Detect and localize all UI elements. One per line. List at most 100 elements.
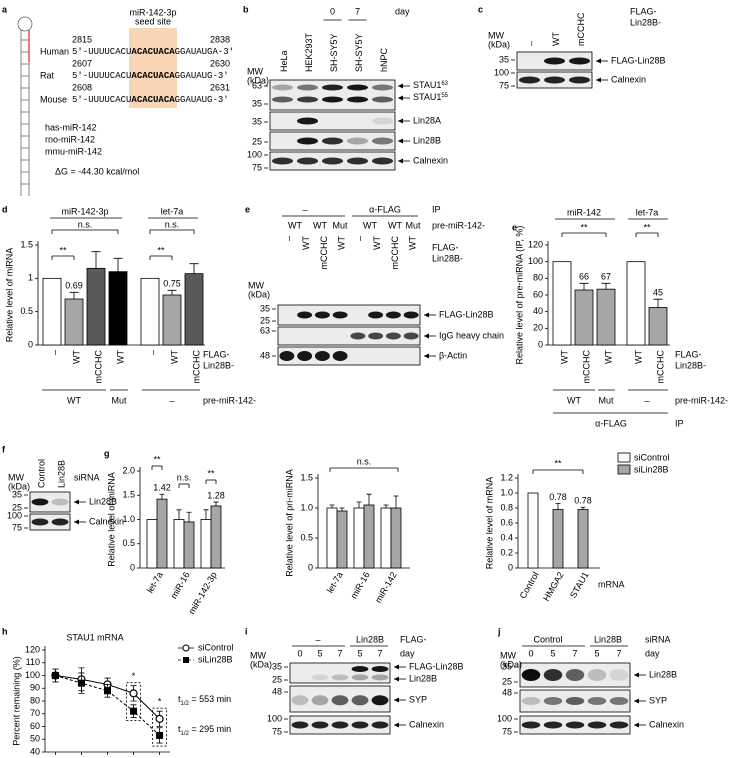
band [350, 332, 366, 340]
mw-label: 75 [499, 80, 509, 90]
band-label: Calnexin [89, 516, 124, 526]
sequence-right: GGAUAUGA-3′ [175, 47, 234, 57]
mw-label: 100 [497, 713, 512, 723]
bar [574, 289, 594, 346]
band [297, 117, 318, 125]
y-tick-label: 0.4 [500, 532, 513, 542]
mw-label: 100 [494, 67, 509, 77]
legend-label: siLin28B [198, 654, 233, 664]
band [371, 721, 389, 729]
mw-label: 35 [272, 661, 282, 671]
annotation: ** [554, 458, 562, 468]
mw-label: 48 [502, 687, 512, 697]
y-tick-label: 60 [30, 721, 40, 731]
band [322, 96, 343, 103]
bar [363, 504, 375, 569]
panel-label: j [497, 626, 501, 636]
band-label: Lin28B [409, 673, 437, 683]
band [347, 137, 368, 145]
band-label: Calnexin [611, 74, 646, 84]
label: day [400, 648, 415, 658]
band [272, 157, 293, 165]
band [272, 84, 293, 91]
bar [353, 507, 365, 569]
value-label: 1.42 [153, 483, 171, 493]
arrow-head [596, 77, 601, 83]
day-label: 5 [594, 648, 599, 658]
x-tick-label: WT [603, 350, 613, 364]
sequence-seed: ACACUACA [131, 47, 175, 57]
bar [156, 498, 168, 569]
arrow-head [596, 58, 601, 64]
label: Human [40, 46, 69, 56]
error-bar [189, 263, 199, 274]
band [331, 674, 349, 681]
half-life-sub: 1/2 [181, 731, 190, 737]
mw-label: 35 [12, 489, 22, 499]
band [609, 721, 629, 729]
band-label: SYP [409, 694, 427, 704]
mw-label: 100 [7, 510, 22, 520]
error-bar [393, 495, 399, 508]
arrow-head [634, 672, 639, 678]
mw-label: 75 [12, 522, 22, 532]
label: (kDa) [8, 481, 30, 491]
day-label: 0 [528, 648, 533, 658]
label: pre-miR-142- [432, 220, 485, 230]
x-tick-label: WT [71, 350, 81, 364]
label: FLAG- [675, 349, 702, 359]
label: Mut [405, 220, 421, 230]
sequence-left: 5′-UUUUCACU [72, 47, 131, 57]
arrow-head [398, 83, 403, 89]
lane-label: mCCHC [390, 236, 400, 270]
lane-label: SH-SY5Y [329, 33, 339, 72]
label: MW [248, 280, 264, 290]
band [314, 351, 330, 361]
band-name: STAU1 [413, 92, 441, 102]
band-label: β-Actin [439, 350, 467, 360]
label: Mut [111, 395, 127, 405]
mw-label: 48 [260, 350, 270, 360]
lane-label: – [354, 236, 364, 241]
value-label: 0.78 [574, 496, 592, 506]
band [311, 695, 329, 706]
band [322, 84, 343, 91]
band-label: Calnexin [649, 719, 684, 729]
label: mmu-miR-142 [45, 146, 102, 156]
half-life-sub: 1/2 [181, 701, 190, 707]
band-label: STAU155 [413, 92, 449, 102]
x-tick-label: mCCHC [191, 350, 201, 384]
y-tick-label: 1.5 [122, 490, 135, 500]
mw-label: 35 [252, 116, 262, 126]
x-tick-label: WT [169, 350, 179, 364]
y-tick-label: 0.2 [500, 547, 513, 557]
y-tick-label: 0.5 [122, 538, 135, 548]
y-axis-label: Relative level of pri-miRNA [284, 469, 294, 577]
label: (kDa) [250, 659, 272, 669]
hairpin [17, 16, 33, 196]
error-bar [159, 493, 165, 500]
label: – [169, 395, 174, 405]
sequence-right: GGAUAUG-3′ [175, 71, 229, 81]
y-tick-label: 0.5 [300, 532, 313, 542]
band [272, 96, 293, 103]
point [129, 689, 138, 698]
band [565, 697, 585, 705]
label: miR-142-3p [129, 7, 176, 17]
label: IP [432, 204, 441, 214]
band-label: Lin28B [649, 669, 677, 679]
error-bar [203, 509, 209, 520]
error-bar [91, 251, 101, 269]
value-label: 45 [653, 288, 663, 298]
label: Mouse [40, 94, 67, 104]
y-tick-label: 60 [533, 289, 543, 299]
error-bar [186, 511, 192, 522]
band [297, 157, 318, 165]
bar [173, 519, 185, 569]
panel-label: c [478, 4, 483, 14]
label: MW [500, 650, 516, 660]
half-life: t1/2 = 295 min [178, 724, 231, 736]
error-bar [366, 493, 372, 505]
y-tick-label: 0 [508, 562, 513, 572]
